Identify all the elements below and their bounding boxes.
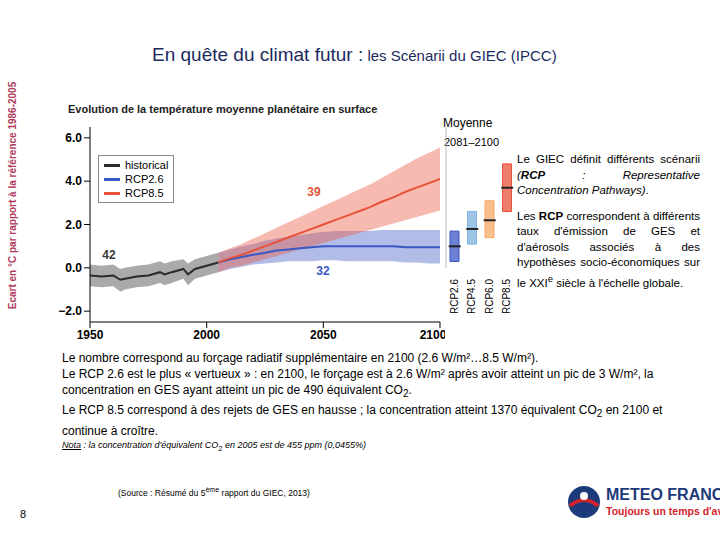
html-text:historical: historical bbox=[125, 159, 169, 171]
html-text:2081–2100: 2081–2100 bbox=[444, 136, 500, 148]
svg-text:2000: 2000 bbox=[193, 328, 220, 342]
svg-text:6.0: 6.0 bbox=[65, 131, 82, 145]
svg-text:RCP6.0: RCP6.0 bbox=[484, 279, 495, 313]
html-text:Moyenne: Moyenne bbox=[443, 116, 493, 130]
html-text:Le RCP 8.5 correspond à des re: Le RCP 8.5 correspond à des rejets de GE… bbox=[62, 403, 663, 438]
html-text:En quête du climat futur : les: En quête du climat futur : les Scénarii … bbox=[152, 44, 557, 65]
svg-text:4.0: 4.0 bbox=[65, 174, 82, 188]
html-text:Le nombre correspond au forçag: Le nombre correspond au forçage radiatif… bbox=[62, 351, 539, 365]
svg-text:2.0: 2.0 bbox=[65, 218, 82, 232]
html-text:Le RCP 2.6 est le plus « vertu: Le RCP 2.6 est le plus « vertueux » : en… bbox=[62, 367, 654, 400]
svg-text:−2.0: −2.0 bbox=[58, 304, 82, 318]
svg-text:RCP8.5: RCP8.5 bbox=[501, 279, 512, 313]
html-text:(Source : Résumé du 5èmerappor: (Source : Résumé du 5èmerapport du GIEC,… bbox=[118, 486, 310, 498]
html-text:(RCP: Representative Concentra: (RCP: Representative Concentration Pathw… bbox=[517, 168, 700, 196]
html-text:42: 42 bbox=[102, 248, 116, 262]
html-text:Evolution de la température mo: Evolution de la température moyenne plan… bbox=[68, 103, 378, 115]
svg-text:2050: 2050 bbox=[310, 328, 337, 342]
svg-text:2100: 2100 bbox=[420, 328, 445, 342]
html-text:8: 8 bbox=[20, 508, 27, 520]
html-text:39: 39 bbox=[307, 185, 321, 199]
svg-text:1950: 1950 bbox=[77, 328, 104, 342]
html-text:Ecart en °C par rapport à la r: Ecart en °C par rapport à la référence 1… bbox=[6, 81, 18, 310]
svg-text:RCP4.5: RCP4.5 bbox=[466, 279, 477, 313]
html-text:Le GIEC définit différents scé: Le GIEC définit différents scénarii bbox=[517, 153, 700, 165]
html-text:RCP2.6: RCP2.6 bbox=[125, 173, 164, 185]
html-text:RCP8.5: RCP8.5 bbox=[125, 187, 164, 199]
svg-text:0.0: 0.0 bbox=[65, 261, 82, 275]
html-text:32: 32 bbox=[316, 264, 330, 278]
html-text:Les RCP correspondent à différ: Les RCP correspondent à différents taux … bbox=[517, 209, 700, 289]
svg-text:RCP2.6: RCP2.6 bbox=[449, 279, 460, 313]
html-text:Nota: la concentration d'équiv: Nota: la concentration d'équivalent CO2e… bbox=[62, 440, 367, 453]
